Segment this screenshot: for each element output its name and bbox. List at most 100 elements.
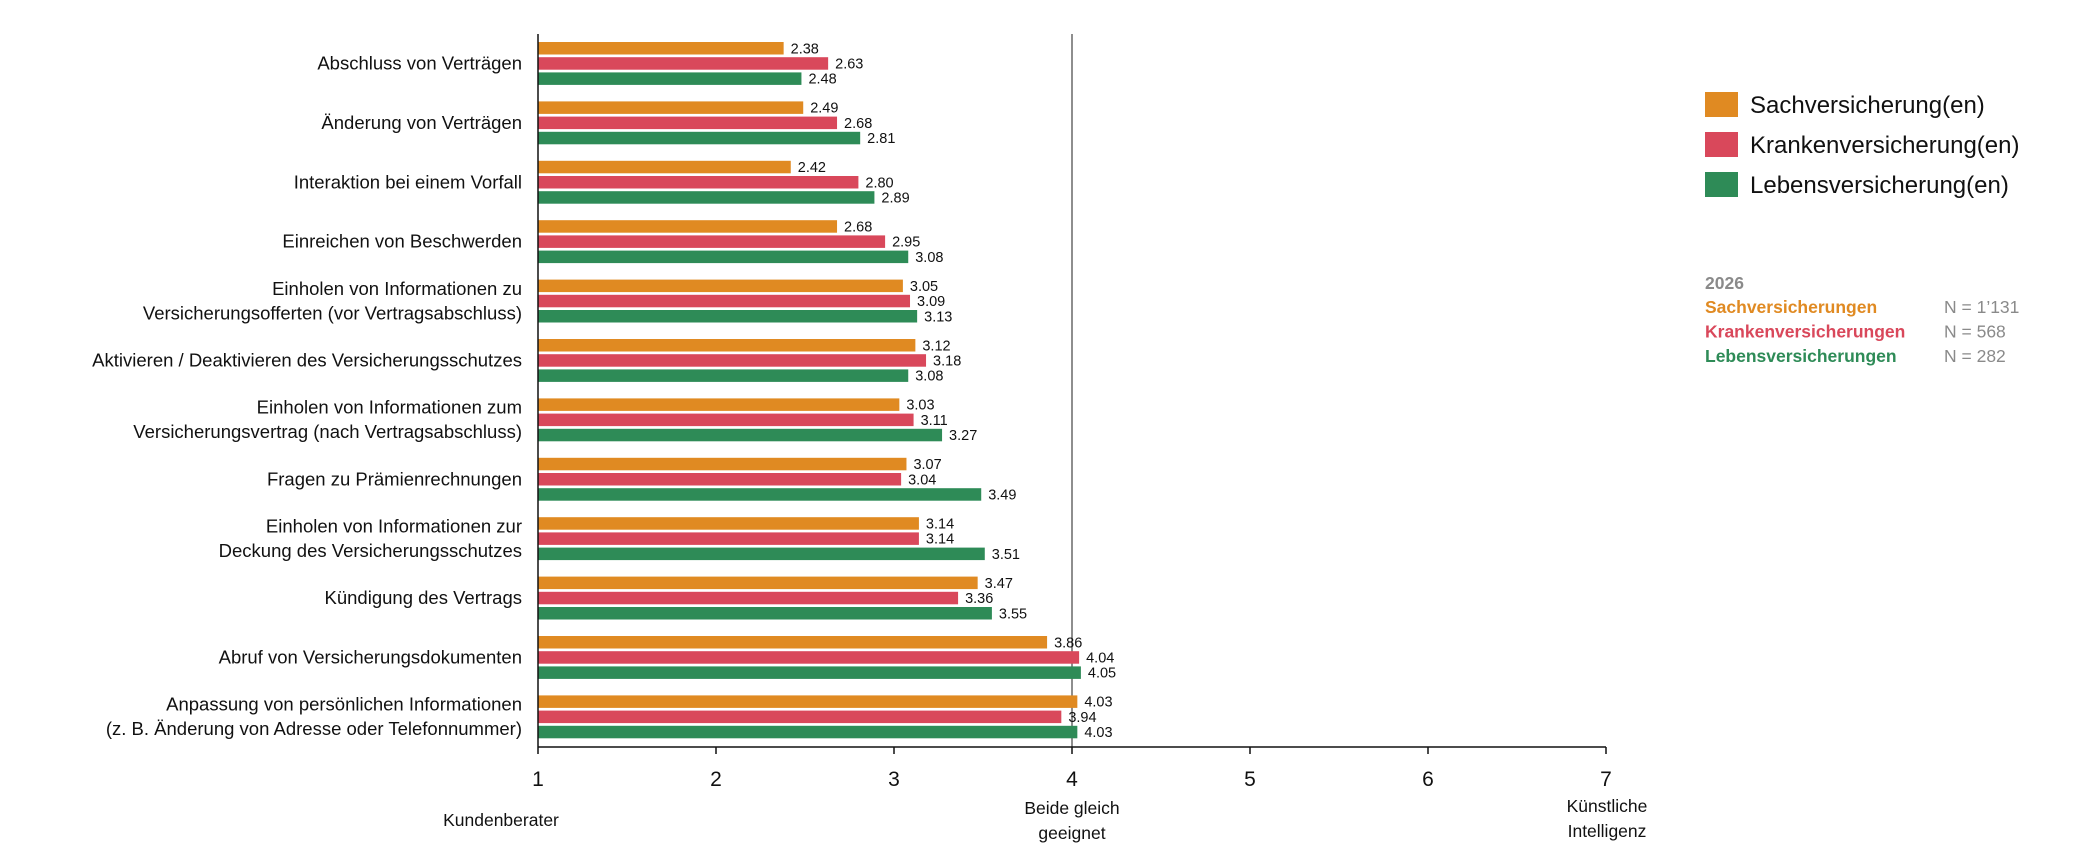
sample-n: N = 1’131 [1944, 297, 2019, 317]
bar-2-5 [538, 294, 911, 308]
category-label: Änderung von Verträgen [321, 112, 522, 133]
bar-1-4 [538, 220, 838, 233]
bar-2-4 [538, 235, 886, 248]
bar-1-10 [538, 576, 978, 590]
bar-1-5 [538, 279, 903, 293]
bar-2-2 [538, 116, 838, 130]
value-label: 3.14 [926, 516, 954, 532]
category-label: Deckung des Versicherungsschutzes [219, 540, 522, 561]
value-label: 4.03 [1084, 725, 1112, 741]
scale-label: Beide gleich [1024, 798, 1119, 818]
value-label: 2.38 [791, 41, 819, 57]
value-label: 3.49 [988, 487, 1016, 503]
labels-layer: 2.38 2.632.48 Abschluss von Verträgen 2.49 2… [92, 41, 1116, 741]
x-axis: 1 2 3 4 5 6 7 Kundenberater Beide gleich geeignet… [443, 34, 1647, 843]
bar-1-9 [538, 517, 919, 530]
bar-1-11 [538, 636, 1048, 649]
value-label: 3.07 [913, 457, 941, 473]
category-label: Versicherungsofferten (vor Vertragsabsch… [143, 302, 522, 323]
category-label: (z. B. Änderung von Adresse oder Telefon… [106, 718, 522, 739]
x-tick-label: 3 [888, 768, 900, 791]
category-label: Abschluss von Verträgen [317, 52, 522, 73]
bar-2-3 [538, 176, 859, 189]
scale-label: Künstliche [1567, 796, 1648, 816]
legend-label: Krankenversicherung(en) [1750, 132, 2019, 159]
bar-2-11 [538, 651, 1080, 664]
bar-1-2 [538, 101, 804, 114]
sample-name: Krankenversicherungen [1705, 322, 1905, 342]
legend: Sachversicherung(en) Krankenversicherung(… [1705, 92, 2019, 199]
bar-2-1 [538, 57, 829, 70]
value-label: 2.49 [810, 101, 838, 117]
value-label: 3.09 [917, 294, 945, 310]
bar-3-9 [538, 547, 985, 561]
category-label: Versicherungsvertrag (nach Vertragsabsch… [133, 421, 522, 442]
category-label: Einholen von Informationen zu [272, 278, 522, 299]
value-label: 3.55 [999, 606, 1027, 622]
bar-2-6 [538, 354, 927, 367]
sample-name: Sachversicherungen [1705, 297, 1877, 317]
bar-2-7 [538, 413, 914, 427]
x-tick-label: 1 [532, 768, 544, 791]
sample-n: N = 282 [1944, 346, 2006, 366]
value-label: 3.94 [1068, 710, 1096, 726]
category-label: Einholen von Informationen zur [266, 515, 522, 536]
legend-label: Sachversicherung(en) [1750, 92, 1985, 119]
category-label: Fragen zu Prämienrechnungen [267, 468, 522, 489]
category-label: Interaktion bei einem Vorfall [294, 171, 522, 192]
value-label: 3.03 [906, 398, 934, 414]
x-tick-label: 4 [1066, 768, 1078, 791]
value-label: 3.12 [922, 338, 950, 354]
value-label: 3.86 [1054, 635, 1082, 651]
value-label: 2.68 [844, 116, 872, 132]
sample-info: 2026 Sachversicherungen N = 1’131 Krankenve… [1705, 273, 2019, 366]
x-tick-label: 6 [1422, 768, 1434, 791]
category-label: Einholen von Informationen zum [257, 397, 522, 418]
value-label: 2.89 [881, 190, 909, 206]
value-label: 4.05 [1088, 666, 1116, 682]
bar-1-3 [538, 160, 791, 174]
bar-3-3 [538, 191, 875, 204]
sample-year: 2026 [1705, 273, 1744, 293]
value-label: 2.68 [844, 219, 872, 235]
x-tick-label: 2 [710, 768, 722, 791]
value-label: 3.14 [926, 532, 954, 548]
value-label: 3.11 [921, 413, 948, 429]
x-tick-label: 7 [1600, 768, 1612, 791]
value-label: 3.36 [965, 591, 993, 607]
sample-n: N = 568 [1944, 322, 2006, 342]
bar-3-1 [538, 72, 802, 85]
bar-3-4 [538, 250, 909, 264]
legend-swatch [1705, 172, 1738, 197]
bar-1-7 [538, 398, 900, 411]
value-label: 2.80 [865, 175, 893, 191]
bar-2-8 [538, 473, 902, 486]
bar-3-11 [538, 666, 1081, 679]
bar-1-8 [538, 457, 907, 471]
bar-3-10 [538, 607, 992, 620]
value-label: 3.04 [908, 472, 936, 488]
scale-label: geeignet [1038, 823, 1105, 843]
value-label: 4.04 [1086, 650, 1114, 666]
value-label: 3.47 [985, 576, 1013, 592]
value-label: 3.08 [915, 250, 943, 266]
bar-3-12 [538, 725, 1078, 739]
bar-3-5 [538, 310, 918, 323]
bar-3-2 [538, 131, 861, 145]
value-label: 3.08 [915, 369, 943, 385]
x-tick-label: 5 [1244, 768, 1256, 791]
scale-label: Intelligenz [1568, 821, 1647, 841]
category-label: Einreichen von Beschwerden [282, 231, 522, 252]
legend-label: Lebensversicherung(en) [1750, 172, 2009, 199]
scale-label: Kundenberater [443, 810, 559, 830]
bar-1-1 [538, 42, 784, 55]
category-label: Anpassung von persönlichen Informationen [166, 694, 522, 715]
legend-swatch [1705, 132, 1738, 157]
category-label: Kündigung des Vertrags [325, 587, 522, 608]
value-label: 2.48 [808, 72, 836, 88]
value-label: 2.42 [798, 160, 826, 176]
bar-3-8 [538, 488, 982, 501]
bar-1-12 [538, 695, 1078, 708]
value-label: 2.95 [892, 235, 920, 251]
legend-swatch [1705, 92, 1738, 117]
